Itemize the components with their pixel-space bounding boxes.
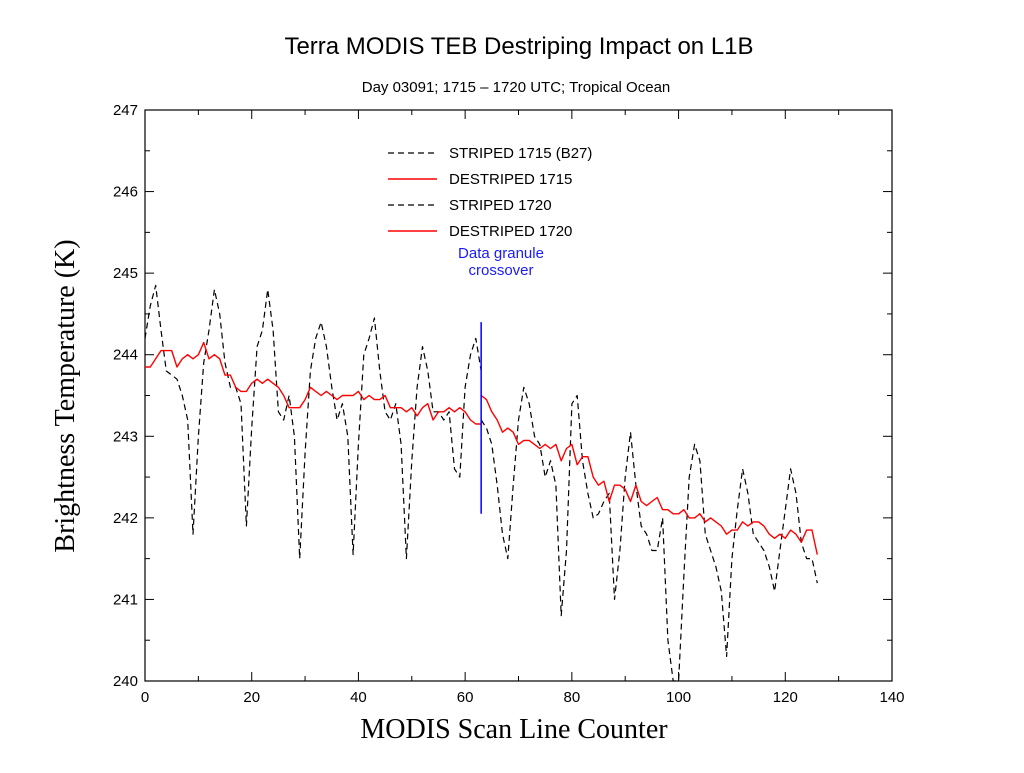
y-tick-label: 240 — [113, 673, 138, 690]
legend-label: STRIPED 1720 — [449, 197, 552, 214]
x-tick-label: 120 — [773, 689, 798, 706]
y-tick-label: 243 — [113, 428, 138, 445]
series-line-striped-1720 — [480, 386, 818, 681]
chart-title: Terra MODIS TEB Destriping Impact on L1B — [284, 33, 753, 60]
chart-subtitle: Day 03091; 1715 – 1720 UTC; Tropical Oce… — [362, 79, 671, 96]
series-line-destriped-1720 — [480, 394, 818, 555]
y-tick-label: 245 — [113, 265, 138, 282]
legend: STRIPED 1715 (B27) DESTRIPED 1715 STRIPED … — [388, 145, 592, 240]
series-line-striped-1715-b27 — [145, 284, 482, 560]
y-tick-label: 244 — [113, 347, 138, 364]
y-tick-label: 247 — [113, 102, 138, 119]
x-tick-label: 0 — [141, 689, 149, 706]
plot-frame — [144, 109, 893, 682]
x-tick-label: 80 — [564, 689, 581, 706]
x-tick-label: 20 — [243, 689, 260, 706]
x-axis-title: MODIS Scan Line Counter — [360, 714, 668, 745]
y-axis-title: Brightness Temperature (K) — [50, 239, 81, 552]
legend-label: DESTRIPED 1715 — [449, 171, 572, 188]
x-tick-label: 60 — [457, 689, 474, 706]
x-tick-label: 100 — [666, 689, 691, 706]
y-tick-label: 241 — [113, 591, 138, 608]
y-tick-label: 246 — [113, 184, 138, 201]
legend-label: DESTRIPED 1720 — [449, 223, 572, 240]
series-lines — [145, 284, 818, 681]
x-tick-label: 40 — [350, 689, 367, 706]
legend-label: STRIPED 1715 (B27) — [449, 145, 592, 162]
y-tick-label: 242 — [113, 510, 138, 527]
crossover-label: Data granule crossover — [458, 245, 544, 279]
series-line-destriped-1715 — [145, 341, 482, 425]
axis-ticks: 0 20 40 60 80 100 120 140 240 241 242 243 244 245 246 2… — [113, 102, 905, 706]
annotation-group: Data granule crossover — [458, 245, 544, 514]
x-tick-label: 140 — [879, 689, 904, 706]
